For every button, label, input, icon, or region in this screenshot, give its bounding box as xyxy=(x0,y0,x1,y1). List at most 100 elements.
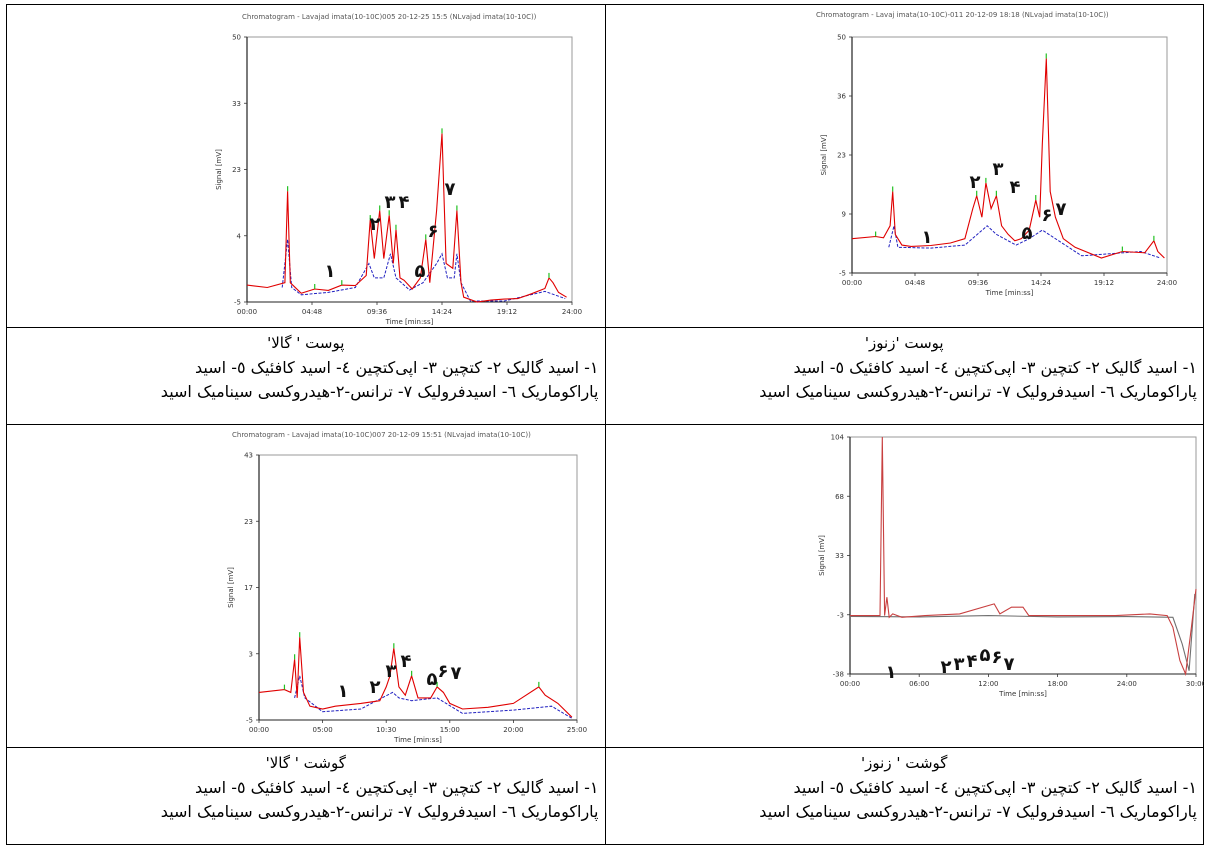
chromatogram-gala-flesh: Chromatogram - Lavajad imata(10-10C)007 … xyxy=(227,431,587,744)
y-tick-label: 3 xyxy=(249,650,253,658)
x-axis-label: Time [min:ss] xyxy=(998,690,1047,698)
x-tick-label: 24:00 xyxy=(562,308,582,316)
chromatogram-trace xyxy=(887,225,1161,259)
chromatogram-trace xyxy=(294,675,573,719)
chromatogram-trace xyxy=(258,637,573,718)
peak-label: ۷ xyxy=(445,179,456,200)
x-tick-label: 19:12 xyxy=(1093,279,1113,287)
caption-line: پاراکوماریک ٦- اسیدفرولیک ۷- ترانس-۲-هید… xyxy=(759,382,1197,401)
x-tick-label: 18:00 xyxy=(1047,680,1067,688)
peak-label: ۷ xyxy=(1055,199,1066,220)
peak-label: ۶ xyxy=(1041,205,1052,226)
chart-title: Chromatogram - Lavaj imata(10-10C)-011 2… xyxy=(816,11,1109,19)
chromatogram-trace xyxy=(851,58,1165,259)
caption-title: گوشت ' گالا' xyxy=(265,754,346,772)
y-tick-label: -5 xyxy=(234,299,241,307)
peak-label: ۳ xyxy=(992,159,1003,180)
y-tick-label: 17 xyxy=(244,584,253,592)
peak-label: ۶ xyxy=(428,221,439,242)
x-tick-label: 12:00 xyxy=(978,680,998,688)
y-tick-label: 33 xyxy=(835,552,844,560)
chart-cell-gala-peel: Chromatogram - Lavajad imata(10-10C)005 … xyxy=(6,4,606,328)
x-tick-label: 15:00 xyxy=(440,726,460,734)
peak-label: ۴ xyxy=(401,651,412,672)
y-tick-label: 50 xyxy=(837,34,846,42)
y-axis-label: Signal [mV] xyxy=(820,134,828,175)
peak-label: ۳ xyxy=(385,192,396,213)
plot-area xyxy=(851,36,1167,274)
y-tick-label: 43 xyxy=(244,452,253,460)
caption-cell-gala-flesh: گوشت ' گالا' ۱- اسید گالیک ۲- کتچین ۳- ا… xyxy=(6,747,606,845)
peak-label: ۱ xyxy=(338,681,349,702)
caption-title: پوست ' گالا' xyxy=(267,334,345,352)
peak-label: ۶ xyxy=(991,647,1002,668)
peak-label: ۴ xyxy=(1009,177,1020,198)
caption-line: پاراکوماریک ٦- اسیدفرولیک ۷- ترانس-۲-هید… xyxy=(759,802,1197,821)
x-tick-label: 09:36 xyxy=(367,308,388,316)
y-tick-label: -5 xyxy=(839,270,846,278)
x-tick-label: 10:30 xyxy=(376,726,396,734)
x-axis-label: Time [min:ss] xyxy=(385,318,434,326)
plot-area xyxy=(246,36,573,303)
caption-title: گوشت ' زنوز' xyxy=(861,754,948,772)
y-tick-label: 9 xyxy=(841,211,845,219)
x-tick-label: 19:12 xyxy=(497,308,517,316)
x-tick-label: 20:00 xyxy=(503,726,523,734)
caption-line: پاراکوماریک ٦- اسیدفرولیک ۷- ترانس-۲-هید… xyxy=(160,802,599,821)
chromatogram-trace xyxy=(849,436,1197,677)
y-tick-label: 23 xyxy=(837,152,846,160)
chromatogram-trace xyxy=(246,133,567,303)
x-tick-label: 04:48 xyxy=(904,279,924,287)
x-tick-label: 24:00 xyxy=(1116,680,1136,688)
chart-cell-zonouz-peel: Chromatogram - Lavaj imata(10-10C)-011 2… xyxy=(604,4,1204,328)
x-tick-label: 05:00 xyxy=(313,726,333,734)
peak-label: ۷ xyxy=(451,663,462,684)
peak-label: ۵ xyxy=(1021,223,1032,244)
y-tick-label: 104 xyxy=(830,434,844,442)
x-axis-label: Time [min:ss] xyxy=(984,289,1033,297)
caption-cell-gala-peel: پوست ' گالا' ۱- اسید گالیک ۲- کتچین ۳- ا… xyxy=(6,327,606,425)
x-tick-label: 25:00 xyxy=(567,726,587,734)
chart-cell-zonouz-flesh: 104 68 33 -3 -38 00:00 06:00 12:00 18:00 24:00 30:… xyxy=(604,424,1204,748)
plot-area xyxy=(849,436,1196,675)
plot-area xyxy=(258,454,578,721)
x-tick-label: 00:00 xyxy=(841,279,861,287)
chart-cell-gala-flesh: Chromatogram - Lavajad imata(10-10C)007 … xyxy=(6,424,606,748)
caption-line: ۱- اسید گالیک ۲- کتچین ۳- اپی‌کتچین ٤- ا… xyxy=(793,358,1197,377)
chromatogram-zonouz-peel: Chromatogram - Lavaj imata(10-10C)-011 2… xyxy=(816,11,1177,297)
y-tick-label: 68 xyxy=(835,493,844,501)
peak-label: ۱ xyxy=(921,227,932,248)
caption-line: ۱- اسید گالیک ۲- کتچین ۳- اپی‌کتچین ٤- ا… xyxy=(793,778,1197,797)
caption-title: پوست 'زنوز' xyxy=(864,334,944,352)
y-tick-label: 36 xyxy=(837,93,846,101)
peak-label: ۵ xyxy=(427,669,438,690)
peak-label: ۵ xyxy=(979,645,990,666)
caption-cell-zonouz-flesh: گوشت ' زنوز' ۱- اسید گالیک ۲- کتچین ۳- ا… xyxy=(604,747,1204,845)
chromatogram-trace xyxy=(281,239,566,302)
peak-label: ۲ xyxy=(370,677,381,698)
peak-label: ۳ xyxy=(386,661,397,682)
peak-label: ۲ xyxy=(370,214,381,235)
x-axis-label: Time [min:ss] xyxy=(393,736,442,744)
x-tick-label: 00:00 xyxy=(839,680,859,688)
y-tick-label: -5 xyxy=(246,717,253,725)
y-tick-label: -3 xyxy=(837,611,844,619)
caption-cell-zonouz-peel: پوست 'زنوز' ۱- اسید گالیک ۲- کتچین ۳- اپ… xyxy=(604,327,1204,425)
y-tick-label: 50 xyxy=(232,34,241,42)
chromatogram-gala-peel: Chromatogram - Lavajad imata(10-10C)005 … xyxy=(215,13,582,326)
chart-title: Chromatogram - Lavajad imata(10-10C)005 … xyxy=(242,13,537,21)
x-tick-label: 14:24 xyxy=(1030,279,1051,287)
x-tick-label: 24:00 xyxy=(1156,279,1176,287)
x-tick-label: 00:00 xyxy=(249,726,269,734)
peak-label: ۳ xyxy=(953,654,964,675)
peak-label: ۷ xyxy=(1003,654,1014,675)
peak-label: ۲ xyxy=(940,657,951,678)
x-tick-label: 30:00 xyxy=(1185,680,1203,688)
x-tick-label: 00:00 xyxy=(237,308,257,316)
caption-line: ۱- اسید گالیک ۲- کتچین ۳- اپی‌کتچین ٤- ا… xyxy=(195,358,599,377)
y-tick-label: 4 xyxy=(237,232,242,240)
peak-label: ۱ xyxy=(885,662,896,683)
x-tick-label: 04:48 xyxy=(302,308,322,316)
y-axis-label: Signal [mV] xyxy=(818,535,826,576)
